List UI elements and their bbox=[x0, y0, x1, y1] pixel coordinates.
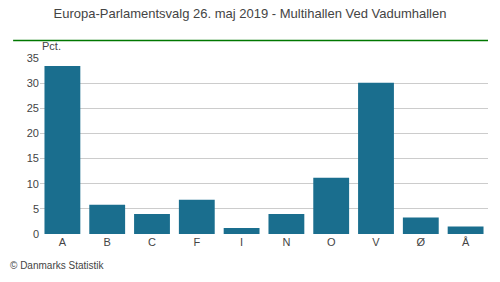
svg-text:Pct.: Pct. bbox=[42, 40, 61, 52]
svg-text:© Danmarks Statistik: © Danmarks Statistik bbox=[10, 260, 105, 271]
svg-text:5: 5 bbox=[33, 203, 39, 215]
svg-text:B: B bbox=[104, 236, 111, 248]
svg-text:Ø: Ø bbox=[417, 236, 426, 248]
svg-text:Å: Å bbox=[462, 236, 470, 248]
svg-text:F: F bbox=[193, 236, 200, 248]
svg-text:10: 10 bbox=[27, 178, 39, 190]
svg-text:20: 20 bbox=[27, 127, 39, 139]
svg-text:35: 35 bbox=[27, 52, 39, 64]
svg-text:15: 15 bbox=[27, 152, 39, 164]
svg-text:25: 25 bbox=[27, 102, 39, 114]
svg-text:30: 30 bbox=[27, 77, 39, 89]
svg-text:I: I bbox=[240, 236, 243, 248]
svg-text:V: V bbox=[372, 236, 380, 248]
svg-text:A: A bbox=[59, 236, 67, 248]
svg-text:Europa-Parlamentsvalg 26. maj: Europa-Parlamentsvalg 26. maj 2019 - Mul… bbox=[54, 6, 447, 21]
svg-text:C: C bbox=[148, 236, 156, 248]
svg-text:N: N bbox=[282, 236, 290, 248]
svg-text:O: O bbox=[327, 236, 336, 248]
svg-text:0: 0 bbox=[33, 228, 39, 240]
